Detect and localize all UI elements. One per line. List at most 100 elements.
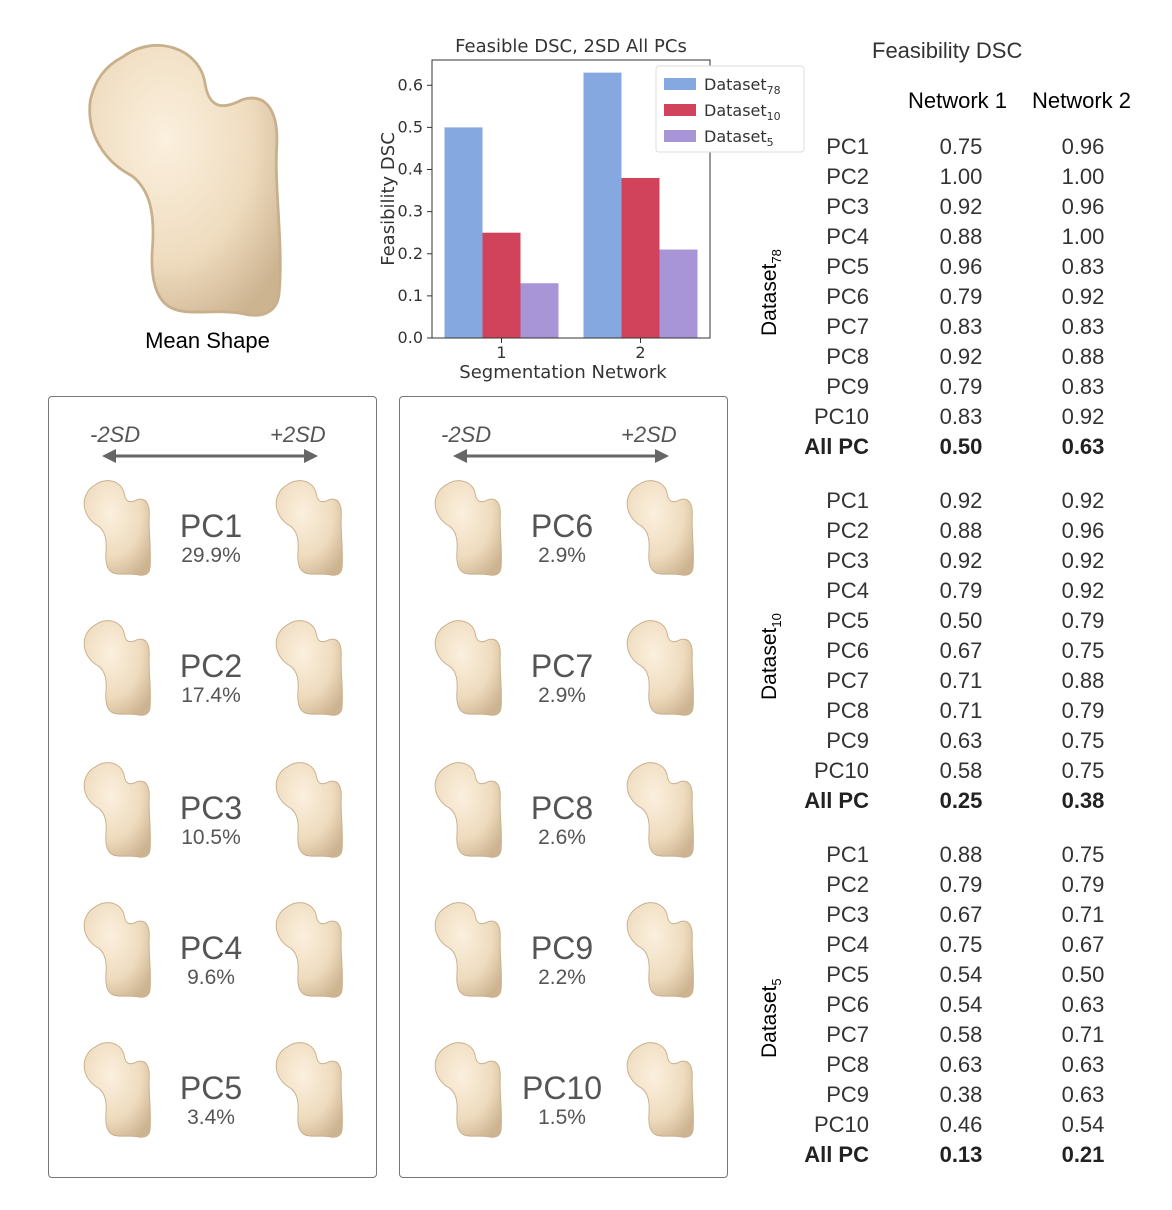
pc-variance-label: 2.6% [538,826,586,849]
row-label: PC6 [826,284,869,309]
shape-minus-2sd [429,618,509,718]
network-2-value: 0.96 [1061,518,1105,543]
pc-name-label: PC10 [521,1070,603,1106]
x-tick-label: 1 [496,343,506,362]
network-2-value: 1.00 [1061,164,1105,189]
network-2-value: 1.00 [1061,224,1105,249]
network-1-value: 0.75 [939,932,983,957]
network-1-value: 0.25 [939,788,983,813]
network-2-value: 0.79 [1061,872,1105,897]
dataset-group-label: Dataset10 [758,613,785,700]
network-2-value: 0.50 [1061,962,1105,987]
shape-plus-2sd [621,1040,701,1140]
shape-minus-2sd [429,900,509,1000]
pc-variance-label: 2.9% [538,684,586,707]
network-2-value: 0.75 [1061,728,1105,753]
y-tick-label: 0.0 [398,328,423,347]
y-tick-label: 0.2 [398,244,423,263]
pc-variance-label: 9.6% [187,966,235,989]
legend-label: Dataset10 [704,101,781,123]
row-label: PC5 [826,254,869,279]
shape-plus-2sd [270,478,350,578]
shape-minus-2sd [78,760,158,860]
pc-variance-label: 2.9% [538,544,586,567]
network-2-value: 0.96 [1061,194,1105,219]
mean-shape-label: Mean Shape [145,328,270,353]
network-2-value: 0.79 [1061,608,1105,633]
network-1-value: 0.88 [939,842,983,867]
shape-plus-2sd [621,478,701,578]
network-2-value: 0.75 [1061,758,1105,783]
row-label: PC4 [826,578,869,603]
network-1-value: 0.88 [939,224,983,249]
network-1-value: 0.54 [939,992,983,1017]
row-label: PC5 [826,608,869,633]
plus-2sd-label: +2SD [621,422,677,447]
legend-label: Dataset5 [704,127,774,149]
network-2-value: 0.63 [1061,1052,1105,1077]
pc-name-label: PC1 [179,508,243,544]
network-1-value: 0.50 [939,434,983,459]
network-2-value: 0.83 [1061,374,1105,399]
network-2-value: 0.88 [1061,344,1105,369]
row-label: PC7 [826,314,869,339]
pc-name-label: PC7 [530,648,594,684]
network-2-value: 0.21 [1061,1142,1105,1167]
row-label: PC6 [826,638,869,663]
network-1-value: 0.58 [939,758,983,783]
row-label: PC3 [826,548,869,573]
network-2-value: 0.92 [1061,548,1105,573]
row-label: PC2 [826,164,869,189]
x-axis-label: Segmentation Network [459,362,667,383]
shape-plus-2sd [270,618,350,718]
shape-minus-2sd [429,478,509,578]
row-label: PC8 [826,1052,869,1077]
network-1-value: 0.92 [939,194,983,219]
double-arrow-icon [453,449,669,463]
bar-dataset5-1 [520,283,559,338]
row-label: PC4 [826,224,869,249]
minus-2sd-label: -2SD [441,422,492,447]
shape-minus-2sd [78,618,158,718]
row-label: PC9 [826,728,869,753]
shape-plus-2sd [270,1040,350,1140]
network-1-value: 0.38 [939,1082,983,1107]
pc-variance-label: 17.4% [181,684,241,707]
network-2-value: 0.63 [1061,1082,1105,1107]
network-1-value: 0.92 [939,548,983,573]
network-2-value: 0.83 [1061,314,1105,339]
network-1-value: 0.88 [939,518,983,543]
network-2-value: 0.79 [1061,698,1105,723]
network-2-value: 0.67 [1061,932,1105,957]
pc-name-label: PC8 [530,790,594,826]
network-1-value: 0.79 [939,872,983,897]
network-2-value: 0.63 [1061,992,1105,1017]
network-1-value: 0.71 [939,698,983,723]
row-label: PC4 [826,932,869,957]
bar-dataset5-2 [659,249,698,338]
network-1-value: 0.79 [939,578,983,603]
y-tick-label: 0.5 [398,117,423,136]
row-label: PC7 [826,668,869,693]
row-label: PC5 [826,962,869,987]
column-header-network-2: Network 2 [1032,88,1132,113]
pc-variance-label: 10.5% [181,826,241,849]
shape-minus-2sd [78,1040,158,1140]
row-label: PC9 [826,1082,869,1107]
row-label: PC10 [813,404,869,429]
pc-variance-label: 3.4% [187,1106,235,1129]
bar-dataset78-2 [583,72,622,339]
row-label: PC3 [826,902,869,927]
shape-minus-2sd [429,760,509,860]
network-2-value: 0.92 [1061,284,1105,309]
dataset-group-label: Dataset5 [758,978,785,1058]
chart-title: Feasible DSC, 2SD All PCs [455,36,687,57]
network-1-value: 0.79 [939,284,983,309]
pc-variance-label: 2.2% [538,966,586,989]
legend-swatch [664,78,696,90]
row-label: PC1 [826,134,869,159]
network-1-value: 0.13 [939,1142,983,1167]
shape-plus-2sd [621,760,701,860]
plus-2sd-label: +2SD [270,422,326,447]
row-label: PC3 [826,194,869,219]
